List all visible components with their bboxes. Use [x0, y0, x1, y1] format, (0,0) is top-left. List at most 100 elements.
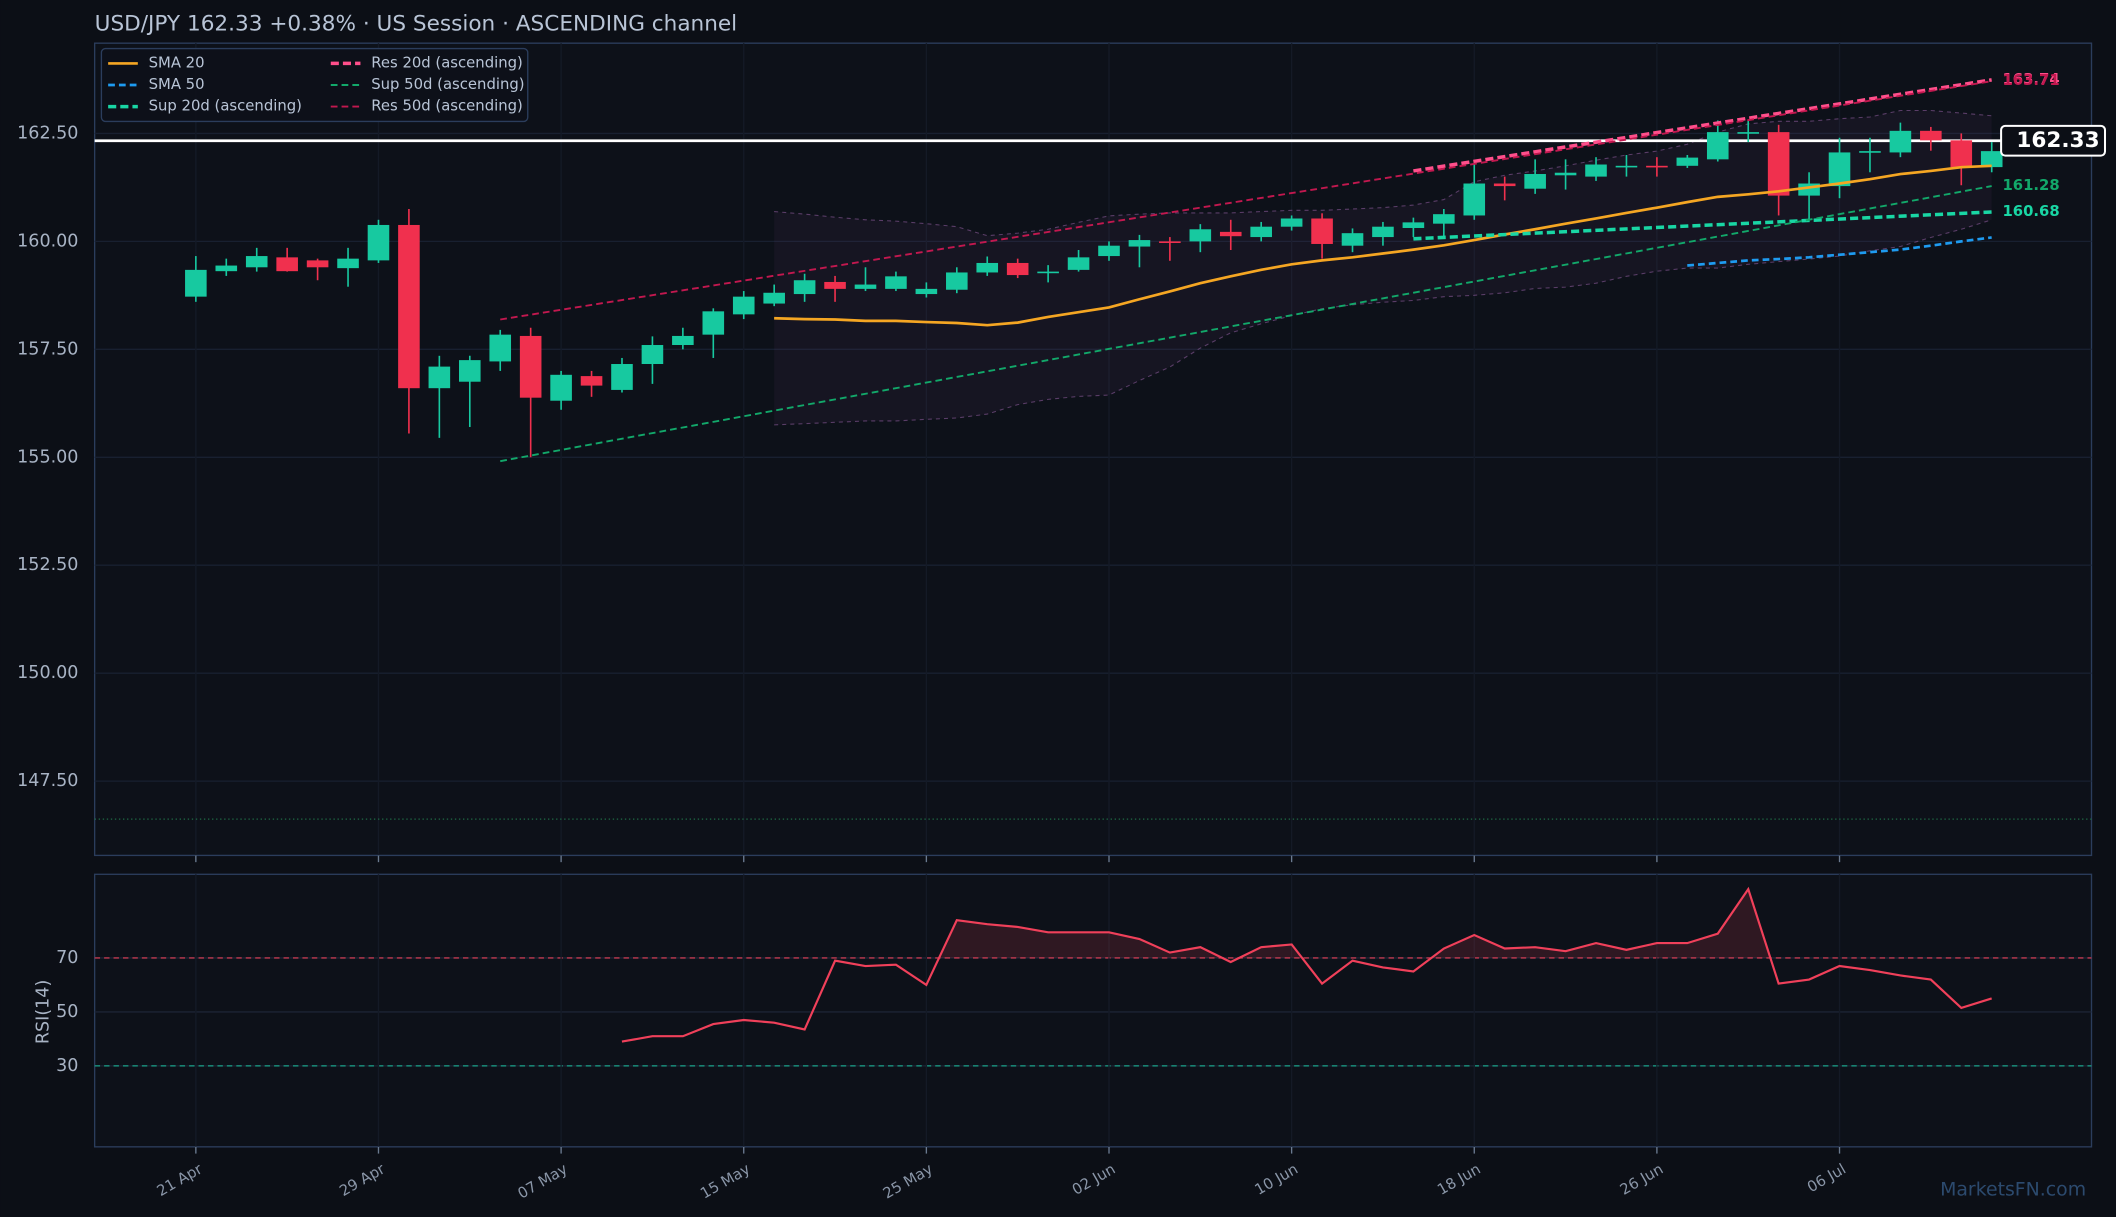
- watermark: MarketsFN.com: [1940, 1179, 2086, 1201]
- candle-body: [428, 366, 451, 389]
- candle-body: [1128, 240, 1151, 247]
- candle-body: [1706, 132, 1729, 160]
- candle-body: [1159, 241, 1181, 243]
- candle-body: [215, 265, 238, 272]
- legend: SMA 20 SMA 50 Sup 20d (ascending) Res 20d (…: [100, 47, 529, 123]
- candle-body: [1950, 140, 1973, 168]
- candle-body: [550, 374, 572, 401]
- y-tick-label: 50: [56, 1002, 78, 1022]
- y-tick-label: 30: [56, 1056, 78, 1076]
- legend-label: Sup 20d (ascending): [149, 98, 302, 115]
- candle-body: [245, 256, 268, 268]
- candle-body: [732, 296, 755, 315]
- candle-body: [1189, 229, 1212, 242]
- candle-body: [1980, 151, 2003, 168]
- y-tick-label: 162.50: [17, 123, 78, 143]
- candle-body: [885, 276, 907, 289]
- last-price-box: [2000, 124, 2107, 157]
- candle-body: [489, 334, 512, 362]
- y-tick-label: 155.00: [17, 447, 78, 467]
- y-tick-label: 147.50: [17, 771, 78, 791]
- band-area: [774, 110, 1992, 425]
- band-edge: [774, 109, 1992, 237]
- candle-body: [946, 272, 968, 290]
- end-label: 163.71: [2002, 72, 2059, 89]
- candle-body: [580, 376, 603, 386]
- end-label: 161.28: [2002, 177, 2059, 194]
- legend-box: [100, 47, 529, 123]
- candle-body: [1037, 271, 1059, 274]
- candle-body: [337, 258, 359, 269]
- candle-body: [1219, 231, 1242, 237]
- candle-body: [1006, 262, 1029, 276]
- candle-body: [1676, 157, 1699, 166]
- candle-body: [276, 257, 298, 272]
- candle-body: [1615, 165, 1638, 168]
- candle-body: [367, 224, 390, 261]
- candle-body: [672, 335, 694, 346]
- candle-body: [306, 260, 329, 268]
- chart-title: USD/JPY 162.33 +0.38% · US Session · ASC…: [95, 11, 738, 36]
- candle-body: [1280, 218, 1303, 227]
- price-panel: [93, 42, 2093, 857]
- rsi-panel: [93, 873, 2093, 1148]
- candle-body: [1098, 245, 1120, 257]
- candle-body: [702, 311, 725, 335]
- candle-body: [1341, 233, 1364, 246]
- end-label: 163.74: [2002, 71, 2059, 88]
- candle-body: [793, 280, 816, 295]
- candle-body: [1737, 132, 1760, 134]
- candle-body: [1554, 172, 1577, 176]
- series-line: [1687, 236, 1992, 267]
- candle-body: [1433, 214, 1455, 224]
- candle-body: [1889, 130, 1912, 153]
- candle-body: [1767, 132, 1790, 196]
- candle-body: [1493, 183, 1516, 187]
- candle-body: [854, 284, 877, 289]
- candle-body: [1920, 130, 1942, 141]
- y-tick-label: 152.50: [17, 555, 78, 575]
- candle-body: [458, 360, 481, 382]
- y-tick-label: 150.00: [17, 663, 78, 683]
- candle-body: [763, 292, 785, 304]
- band-edge: [774, 219, 1992, 426]
- candle-body: [1067, 257, 1090, 270]
- y-tick-label: 70: [56, 948, 78, 968]
- rsi-line: [621, 886, 1992, 1043]
- candle-body: [1402, 222, 1425, 228]
- legend-label: SMA 50: [149, 76, 205, 93]
- legend-label: SMA 20: [149, 54, 205, 71]
- y-tick-label: 157.50: [17, 339, 78, 359]
- candle-body: [1859, 151, 1881, 153]
- series-line: [1413, 78, 1992, 173]
- candle-body: [1828, 152, 1851, 187]
- legend-label: Sup 50d (ascending): [371, 76, 524, 93]
- candle-body: [1372, 226, 1394, 238]
- candle-body: [611, 364, 633, 390]
- candle-body: [1524, 174, 1546, 189]
- rsi-overbought-fill: [621, 889, 1992, 958]
- candle-body: [1463, 183, 1486, 216]
- candle-body: [915, 288, 938, 295]
- candle-body: [1311, 218, 1333, 244]
- candle-body: [398, 224, 420, 389]
- candle-body: [976, 262, 999, 273]
- series-line: [500, 80, 1992, 321]
- end-label: 160.68: [2002, 203, 2059, 220]
- y-tick-label: 160.00: [17, 231, 78, 251]
- candle-body: [824, 281, 846, 289]
- series-line: [774, 164, 1992, 327]
- candle-body: [519, 335, 542, 398]
- rsi-axis-label: RSI(14): [33, 980, 53, 1044]
- last-price-label: 162.33: [2016, 128, 2099, 153]
- legend-label: Res 50d (ascending): [371, 98, 523, 115]
- candle-body: [185, 269, 207, 297]
- candle-body: [1646, 165, 1668, 168]
- candle-body: [1250, 226, 1272, 238]
- legend-label: Res 20d (ascending): [371, 54, 523, 71]
- series-line: [500, 185, 1992, 463]
- candle-body: [1585, 164, 1607, 177]
- candle-body: [641, 345, 664, 365]
